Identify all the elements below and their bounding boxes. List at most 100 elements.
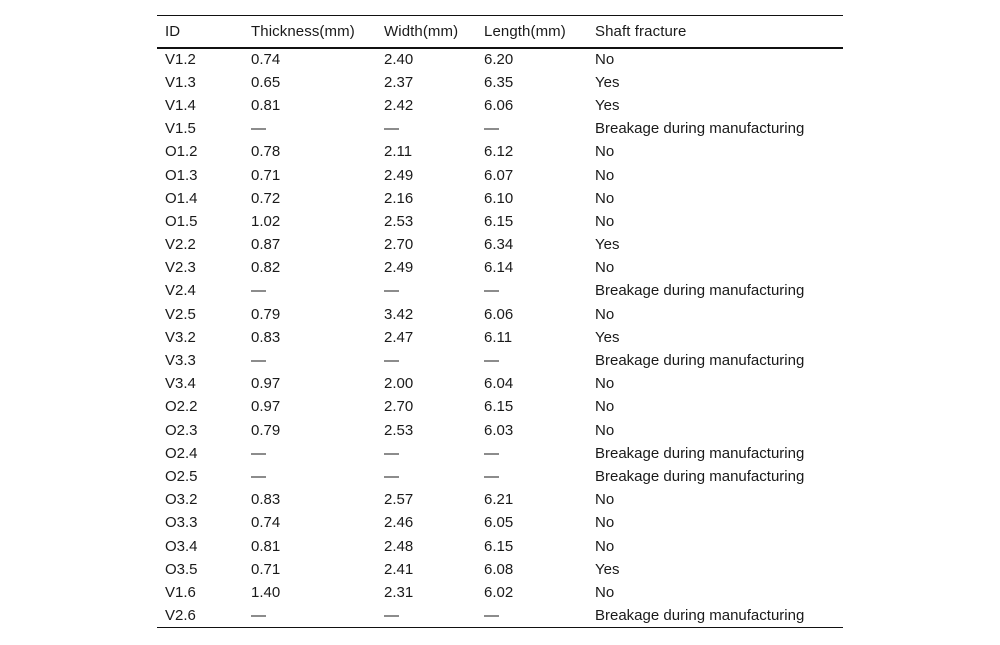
table-row: O3.2 0.83 2.57 6.21 No: [157, 488, 843, 511]
table-row: V3.3 — — — Breakage during manufacturing: [157, 349, 843, 372]
cell-length: —: [484, 352, 499, 370]
cell-shaft-fracture: No: [595, 166, 615, 184]
cell-width: 2.48: [384, 537, 414, 555]
table-header-row: ID Thickness(mm) Width(mm) Length(mm) Sh…: [157, 15, 843, 48]
cell-thickness: 0.81: [251, 537, 281, 555]
cell-id: O2.3: [165, 421, 198, 439]
cell-length: 6.02: [484, 583, 514, 601]
cell-id: V3.2: [165, 328, 196, 346]
cell-length: 6.06: [484, 96, 514, 114]
table-row: V2.4 — — — Breakage during manufacturing: [157, 279, 843, 302]
cell-width: 2.49: [384, 259, 414, 277]
cell-width: 2.70: [384, 398, 414, 416]
cell-id: V2.5: [165, 305, 196, 323]
table-row: V2.6 — — — Breakage during manufacturing: [157, 604, 843, 627]
cell-thickness: 0.74: [251, 514, 281, 532]
cell-length: 6.05: [484, 514, 514, 532]
cell-length: 6.04: [484, 375, 514, 393]
cell-shaft-fracture: Yes: [595, 328, 620, 346]
table-row: O3.3 0.74 2.46 6.05 No: [157, 511, 843, 534]
cell-thickness: 0.78: [251, 143, 281, 161]
cell-length: —: [484, 467, 499, 485]
cell-length: 6.07: [484, 166, 514, 184]
cell-length: 6.11: [484, 328, 513, 346]
cell-width: 2.37: [384, 73, 414, 91]
cell-width: 2.16: [384, 189, 414, 207]
cell-id: V3.3: [165, 352, 196, 370]
table-row: V2.2 0.87 2.70 6.34 Yes: [157, 233, 843, 256]
cell-thickness: —: [251, 606, 266, 624]
table-row: O3.4 0.81 2.48 6.15 No: [157, 534, 843, 557]
table-row: V3.4 0.97 2.00 6.04 No: [157, 372, 843, 395]
column-header-id: ID: [165, 22, 181, 40]
cell-id: O3.3: [165, 514, 198, 532]
cell-id: V1.3: [165, 73, 196, 91]
cell-length: 6.21: [484, 491, 514, 509]
cell-thickness: 0.74: [251, 51, 281, 69]
cell-id: V2.2: [165, 236, 196, 254]
cell-shaft-fracture: Yes: [595, 96, 620, 114]
cell-thickness: —: [251, 352, 266, 370]
cell-width: —: [384, 282, 399, 300]
cell-width: 2.11: [384, 143, 413, 161]
cell-thickness: —: [251, 467, 266, 485]
table-row: V1.2 0.74 2.40 6.20 No: [157, 48, 843, 71]
cell-width: —: [384, 352, 399, 370]
table-row: V1.5 — — — Breakage during manufacturing: [157, 117, 843, 140]
cell-shaft-fracture: No: [595, 514, 615, 532]
cell-width: —: [384, 444, 399, 462]
cell-length: 6.10: [484, 189, 514, 207]
cell-length: 6.34: [484, 236, 514, 254]
cell-shaft-fracture: No: [595, 212, 615, 230]
cell-id: O1.2: [165, 143, 198, 161]
cell-width: 2.46: [384, 514, 414, 532]
cell-length: 6.15: [484, 537, 514, 555]
cell-thickness: —: [251, 444, 266, 462]
column-header-length: Length(mm): [484, 22, 566, 40]
cell-width: 2.49: [384, 166, 414, 184]
cell-id: O2.4: [165, 444, 198, 462]
cell-shaft-fracture: No: [595, 375, 615, 393]
cell-length: —: [484, 606, 499, 624]
cell-thickness: 0.71: [251, 560, 281, 578]
column-header-shaft-fracture: Shaft fracture: [595, 22, 687, 40]
cell-id: O2.5: [165, 467, 198, 485]
table-row: O3.5 0.71 2.41 6.08 Yes: [157, 558, 843, 581]
cell-length: 6.20: [484, 51, 514, 69]
cell-thickness: —: [251, 120, 266, 138]
cell-length: 6.14: [484, 259, 514, 277]
cell-id: V2.3: [165, 259, 196, 277]
specimen-data-table: ID Thickness(mm) Width(mm) Length(mm) Sh…: [157, 15, 843, 628]
cell-thickness: 0.81: [251, 96, 281, 114]
cell-id: V1.2: [165, 51, 196, 69]
cell-width: 2.41: [384, 560, 414, 578]
cell-width: 2.40: [384, 51, 414, 69]
cell-id: O3.4: [165, 537, 198, 555]
column-header-thickness: Thickness(mm): [251, 22, 355, 40]
table-body: V1.2 0.74 2.40 6.20 No V1.3 0.65 2.37 6.…: [157, 48, 843, 628]
cell-shaft-fracture: No: [595, 259, 615, 277]
cell-length: 6.12: [484, 143, 514, 161]
cell-width: 2.53: [384, 421, 414, 439]
table-row: V1.3 0.65 2.37 6.35 Yes: [157, 71, 843, 94]
cell-thickness: 0.83: [251, 491, 281, 509]
cell-id: V2.4: [165, 282, 196, 300]
cell-length: 6.15: [484, 398, 514, 416]
table-row: O2.3 0.79 2.53 6.03 No: [157, 419, 843, 442]
cell-thickness: 1.40: [251, 583, 281, 601]
table-header: ID Thickness(mm) Width(mm) Length(mm) Sh…: [157, 15, 843, 48]
cell-shaft-fracture: Yes: [595, 236, 620, 254]
cell-width: 2.47: [384, 328, 414, 346]
table-row: O2.2 0.97 2.70 6.15 No: [157, 395, 843, 418]
cell-thickness: 0.97: [251, 398, 281, 416]
cell-id: O3.2: [165, 491, 198, 509]
table-row: V3.2 0.83 2.47 6.11 Yes: [157, 326, 843, 349]
cell-shaft-fracture: No: [595, 189, 615, 207]
cell-shaft-fracture: No: [595, 398, 615, 416]
cell-id: O1.4: [165, 189, 198, 207]
cell-shaft-fracture: Breakage during manufacturing: [595, 444, 805, 462]
cell-length: 6.15: [484, 212, 514, 230]
cell-width: 2.31: [384, 583, 414, 601]
cell-shaft-fracture: No: [595, 143, 615, 161]
cell-thickness: 0.87: [251, 236, 281, 254]
